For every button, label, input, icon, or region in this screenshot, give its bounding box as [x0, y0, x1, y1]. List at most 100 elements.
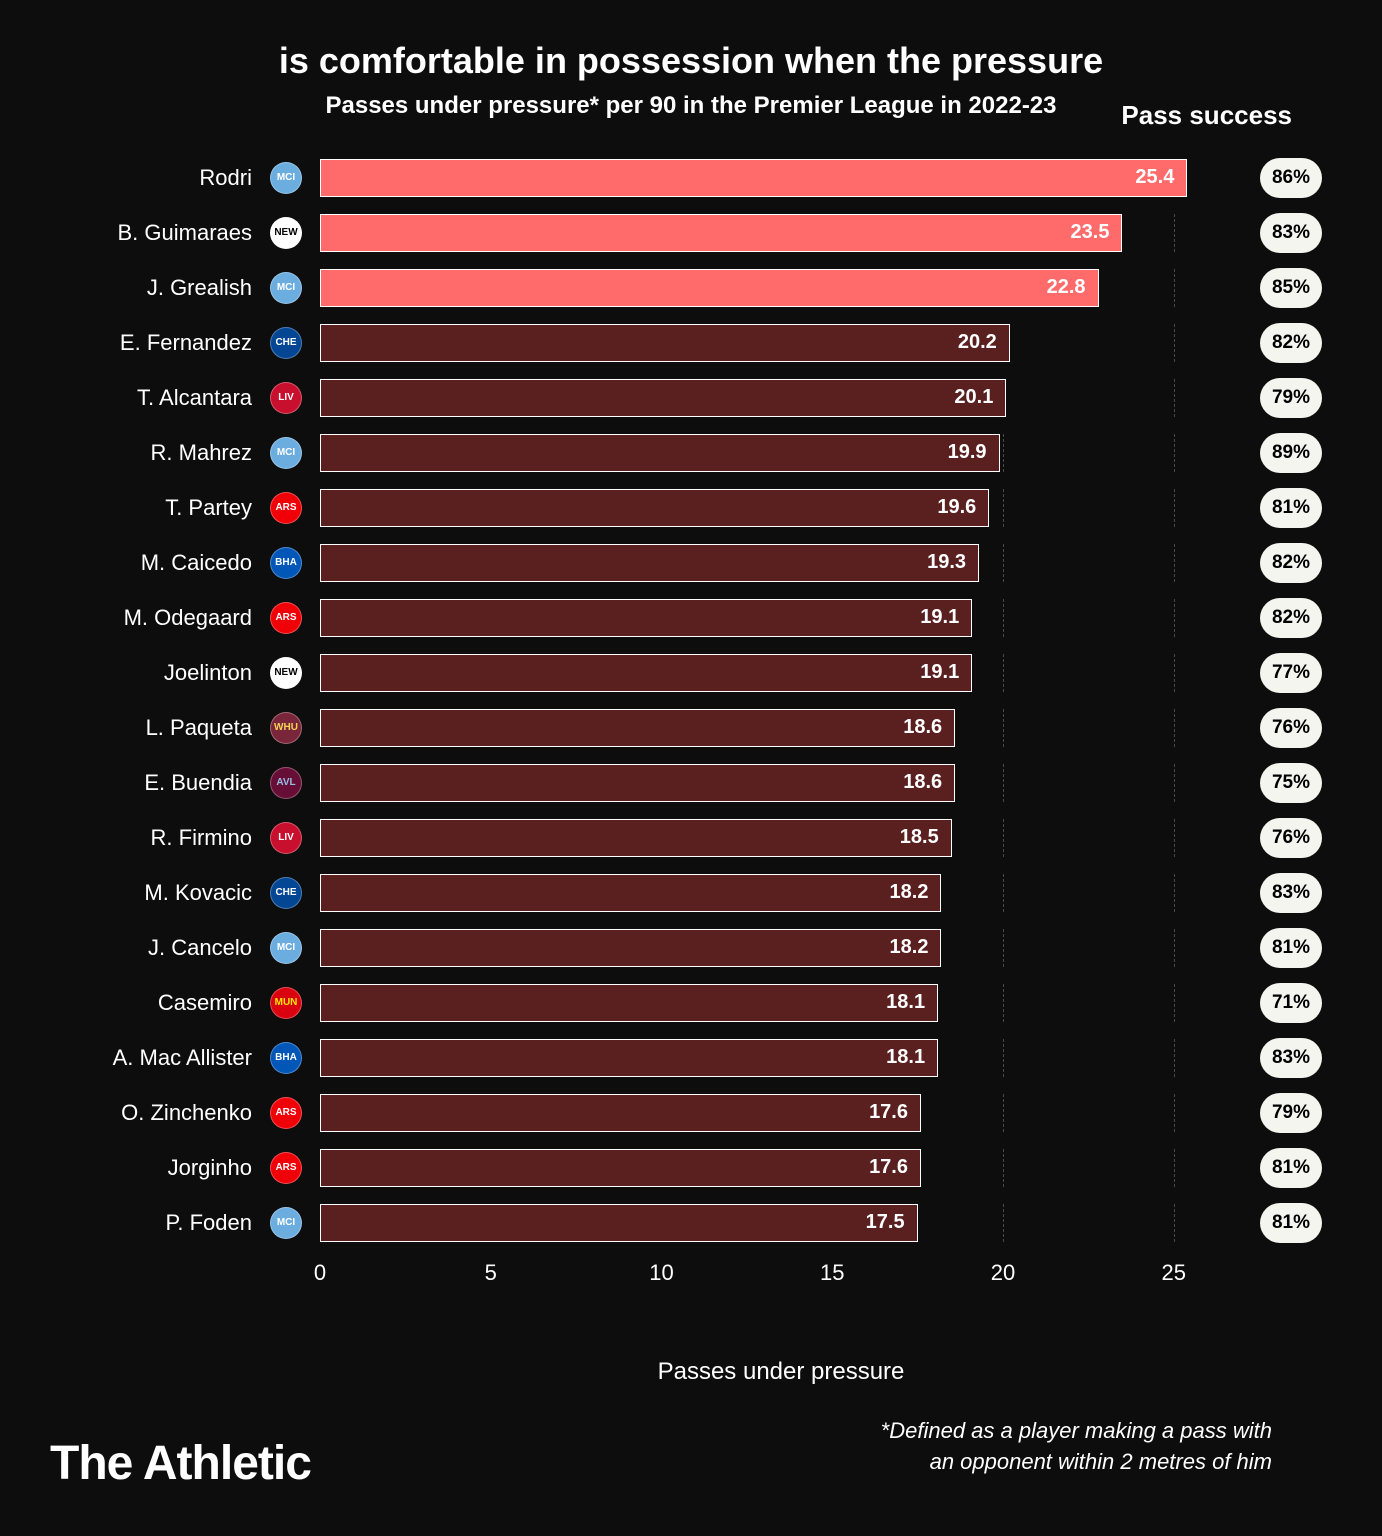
player-name: A. Mac Allister [50, 1045, 260, 1071]
x-axis-label: Passes under pressure [320, 1358, 1242, 1386]
chart-title: is comfortable in possession when the pr… [50, 40, 1332, 82]
bar-area: 22.8 [320, 269, 1242, 307]
bar-area: 18.1 [320, 984, 1242, 1022]
team-badge-icon: ARS [270, 492, 302, 524]
team-badge-icon: MCI [270, 1207, 302, 1239]
x-tick: 10 [649, 1260, 673, 1286]
bar-value: 20.2 [958, 331, 997, 354]
bar-value: 22.8 [1047, 276, 1086, 299]
bar-area: 18.1 [320, 1039, 1242, 1077]
bar-value: 18.5 [900, 826, 939, 849]
bar-area: 19.3 [320, 544, 1242, 582]
player-row: P. Foden MCI 17.5 81% [50, 1195, 1332, 1250]
player-row: Rodri MCI 25.4 86% [50, 150, 1332, 205]
pass-success-pill: 82% [1260, 598, 1322, 638]
team-badge-icon: WHU [270, 712, 302, 744]
team-badge-icon: AVL [270, 767, 302, 799]
team-badge-icon: MCI [270, 932, 302, 964]
team-badge-icon: ARS [270, 1097, 302, 1129]
bar-value: 18.1 [886, 1046, 925, 1069]
player-name: E. Buendia [50, 770, 260, 796]
bar-area: 19.9 [320, 434, 1242, 472]
bar-area: 25.4 [320, 159, 1242, 197]
bar: 17.6 [320, 1094, 921, 1132]
bar-area: 19.1 [320, 654, 1242, 692]
bar-area: 20.1 [320, 379, 1242, 417]
bar: 20.2 [320, 324, 1010, 362]
pass-success-pill: 86% [1260, 158, 1322, 198]
player-row: E. Fernandez CHE 20.2 82% [50, 315, 1332, 370]
bar-value: 23.5 [1071, 221, 1110, 244]
player-row: T. Partey ARS 19.6 81% [50, 480, 1332, 535]
player-name: M. Kovacic [50, 880, 260, 906]
player-name: Rodri [50, 165, 260, 191]
player-row: Casemiro MUN 18.1 71% [50, 975, 1332, 1030]
player-row: M. Caicedo BHA 19.3 82% [50, 535, 1332, 590]
bar: 19.3 [320, 544, 979, 582]
team-badge-icon: BHA [270, 1042, 302, 1074]
player-row: A. Mac Allister BHA 18.1 83% [50, 1030, 1332, 1085]
bar: 18.6 [320, 709, 955, 747]
pass-success-pill: 76% [1260, 818, 1322, 858]
player-name: P. Foden [50, 1210, 260, 1236]
player-name: T. Alcantara [50, 385, 260, 411]
pass-success-pill: 83% [1260, 873, 1322, 913]
team-badge-icon: NEW [270, 657, 302, 689]
bar: 19.6 [320, 489, 989, 527]
player-row: O. Zinchenko ARS 17.6 79% [50, 1085, 1332, 1140]
bar-area: 19.1 [320, 599, 1242, 637]
x-tick: 20 [991, 1260, 1015, 1286]
player-name: B. Guimaraes [50, 220, 260, 246]
player-name: O. Zinchenko [50, 1100, 260, 1126]
player-name: J. Cancelo [50, 935, 260, 961]
player-name: R. Firmino [50, 825, 260, 851]
pass-success-pill: 79% [1260, 1093, 1322, 1133]
bar: 18.5 [320, 819, 952, 857]
team-badge-icon: MCI [270, 162, 302, 194]
bar-area: 17.5 [320, 1204, 1242, 1242]
player-name: Casemiro [50, 990, 260, 1016]
player-name: T. Partey [50, 495, 260, 521]
footnote-line-2: an opponent within 2 metres of him [930, 1449, 1272, 1474]
player-row: L. Paqueta WHU 18.6 76% [50, 700, 1332, 755]
team-badge-icon: ARS [270, 602, 302, 634]
pass-success-pill: 81% [1260, 1203, 1322, 1243]
bar-value: 17.6 [869, 1101, 908, 1124]
player-name: L. Paqueta [50, 715, 260, 741]
bar-area: 18.2 [320, 929, 1242, 967]
pass-success-pill: 82% [1260, 323, 1322, 363]
team-badge-icon: CHE [270, 877, 302, 909]
pass-success-pill: 89% [1260, 433, 1322, 473]
success-column-header: Pass success [1121, 100, 1292, 131]
team-badge-icon: NEW [270, 217, 302, 249]
team-badge-icon: LIV [270, 382, 302, 414]
bar-value: 17.6 [869, 1156, 908, 1179]
chart-container: Pass success Rodri MCI 25.4 86% B. Guima… [50, 150, 1332, 1386]
player-row: J. Cancelo MCI 18.2 81% [50, 920, 1332, 975]
player-row: B. Guimaraes NEW 23.5 83% [50, 205, 1332, 260]
bar-area: 17.6 [320, 1094, 1242, 1132]
bar-value: 18.1 [886, 991, 925, 1014]
x-tick: 5 [485, 1260, 497, 1286]
x-tick: 25 [1161, 1260, 1185, 1286]
team-badge-icon: BHA [270, 547, 302, 579]
team-badge-icon: LIV [270, 822, 302, 854]
footnote-line-1: *Defined as a player making a pass with [881, 1418, 1272, 1443]
brand-logo: The Athletic [50, 1436, 311, 1491]
team-badge-icon: ARS [270, 1152, 302, 1184]
pass-success-pill: 75% [1260, 763, 1322, 803]
bar-value: 19.1 [920, 661, 959, 684]
player-row: T. Alcantara LIV 20.1 79% [50, 370, 1332, 425]
pass-success-pill: 81% [1260, 1148, 1322, 1188]
x-tick: 15 [820, 1260, 844, 1286]
bar: 19.9 [320, 434, 1000, 472]
x-axis: 0510152025 [320, 1260, 1242, 1300]
bar-area: 18.2 [320, 874, 1242, 912]
pass-success-pill: 81% [1260, 488, 1322, 528]
player-name: Jorginho [50, 1155, 260, 1181]
player-name: E. Fernandez [50, 330, 260, 356]
bar: 20.1 [320, 379, 1006, 417]
bar: 19.1 [320, 599, 972, 637]
pass-success-pill: 85% [1260, 268, 1322, 308]
bar-value: 19.9 [948, 441, 987, 464]
